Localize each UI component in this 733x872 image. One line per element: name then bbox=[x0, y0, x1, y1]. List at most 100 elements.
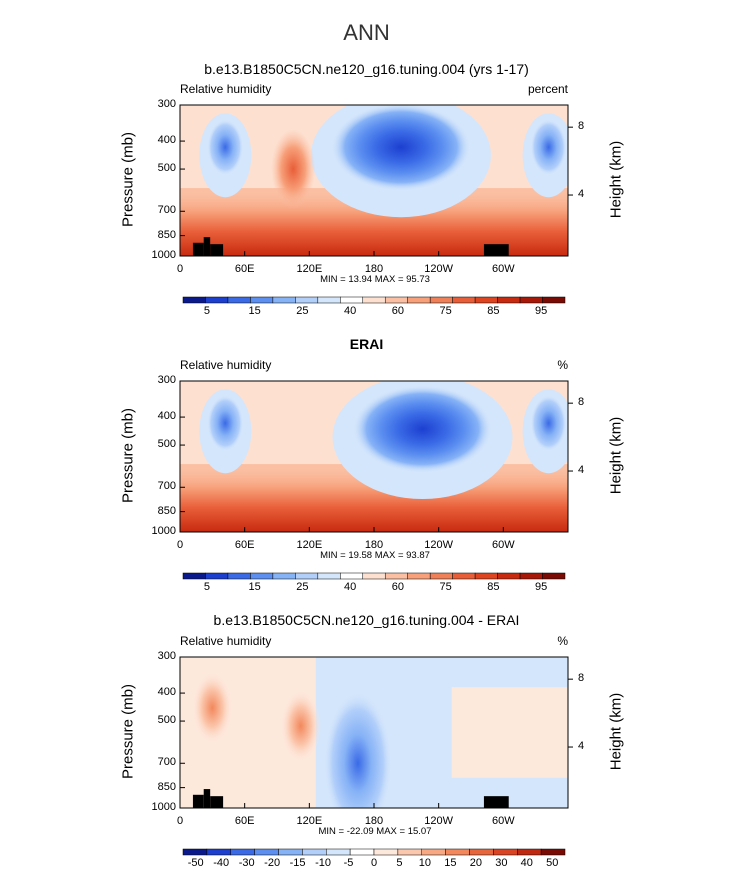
colorbar-swatch bbox=[540, 848, 566, 856]
colorbar-swatch bbox=[362, 572, 386, 580]
dry-subsidence-indian bbox=[207, 119, 244, 176]
y-tick-label: 500 bbox=[157, 162, 176, 175]
colorbar-swatch bbox=[205, 296, 229, 304]
y-axis-label: Pressure (mb) bbox=[119, 407, 137, 503]
colorbar-swatch bbox=[250, 296, 274, 304]
colorbar-tick-label: 15 bbox=[248, 581, 261, 593]
colorbar-swatch bbox=[206, 848, 231, 856]
y2-tick-label: 8 bbox=[578, 396, 585, 409]
topography-block bbox=[483, 244, 509, 256]
topography-block bbox=[210, 796, 224, 808]
colorbar-tick-label: -20 bbox=[264, 857, 281, 869]
colorbar-swatch bbox=[317, 296, 341, 304]
topography-block bbox=[483, 796, 509, 808]
panel-title: b.e13.B1850C5CN.ne120_g16.tuning.004 (yr… bbox=[204, 61, 529, 77]
dry-subsidence-indian bbox=[207, 395, 244, 452]
x-tick-label: 0 bbox=[176, 815, 184, 827]
colorbar-swatch bbox=[326, 848, 351, 856]
y-tick-label: 700 bbox=[157, 756, 176, 769]
min-max-label: MIN = 19.58 MAX = 93.87 bbox=[320, 550, 430, 561]
y-tick-label: 400 bbox=[157, 134, 176, 147]
colorbar-swatch bbox=[182, 296, 206, 304]
colorbar-tick-label: 60 bbox=[391, 581, 404, 593]
y-tick-label: 300 bbox=[157, 374, 176, 386]
colorbar-swatch bbox=[317, 572, 341, 580]
colorbar-swatch bbox=[230, 848, 255, 856]
x-tick-label: 60W bbox=[492, 815, 515, 827]
colorbar-tick-label: 0 bbox=[370, 857, 378, 869]
y-tick-label: 300 bbox=[157, 650, 176, 662]
colorbar-swatch bbox=[295, 572, 319, 580]
colorbar-swatch bbox=[429, 572, 453, 580]
colorbar-tick-label: 85 bbox=[487, 305, 500, 317]
field-name-label: Relative humidity bbox=[180, 634, 272, 648]
x-tick-label: 60W bbox=[492, 263, 515, 275]
x-tick-label: 180 bbox=[364, 539, 384, 551]
colorbar-tick-label: 50 bbox=[546, 857, 559, 869]
x-tick-label: 120W bbox=[424, 263, 454, 275]
colorbar-swatch bbox=[250, 572, 274, 580]
colorbar-tick-label: 20 bbox=[469, 857, 482, 869]
colorbar-tick-label: 25 bbox=[296, 581, 309, 593]
y-tick-label: 500 bbox=[157, 438, 176, 451]
y-tick-label: 500 bbox=[157, 714, 176, 727]
x-tick-label: 120E bbox=[296, 539, 323, 551]
units-label: % bbox=[557, 358, 568, 372]
colorbar-swatch bbox=[421, 848, 446, 856]
x-tick-label: 0 bbox=[176, 263, 184, 275]
y-tick-label: 400 bbox=[157, 410, 176, 423]
colorbar-swatch bbox=[469, 848, 494, 856]
colorbar-swatch bbox=[272, 572, 296, 580]
colorbar-swatch bbox=[474, 572, 498, 580]
y-tick-label: 850 bbox=[157, 504, 176, 517]
dry-subsidence-pacific bbox=[330, 105, 471, 192]
x-tick-label: 60W bbox=[492, 539, 515, 551]
x-tick-label: 0 bbox=[176, 539, 184, 551]
x-tick-label: 120W bbox=[424, 815, 454, 827]
colorbar-tick-label: 5 bbox=[203, 581, 210, 593]
y2-tick-label: 4 bbox=[578, 188, 585, 201]
colorbar-swatch bbox=[362, 296, 386, 304]
dry-subsidence-pacific bbox=[352, 385, 493, 474]
colorbar-swatch bbox=[542, 296, 566, 304]
colorbar-tick-label: 30 bbox=[495, 857, 508, 869]
y-tick-label: 1000 bbox=[151, 249, 176, 261]
units-label: percent bbox=[527, 82, 568, 96]
colorbar-swatch bbox=[407, 296, 431, 304]
x-tick-label: 60E bbox=[234, 263, 255, 275]
y-axis-label: Pressure (mb) bbox=[119, 683, 137, 779]
x-tick-label: 60E bbox=[234, 815, 255, 827]
page-title: ANN bbox=[343, 20, 390, 45]
colorbar-tick-label: 40 bbox=[344, 305, 357, 317]
y2-tick-label: 4 bbox=[578, 464, 585, 477]
y-tick-label: 400 bbox=[157, 686, 176, 699]
dry-subsidence-atlantic bbox=[530, 395, 567, 452]
colorbar-swatch bbox=[302, 848, 327, 856]
colorbar-swatch bbox=[349, 848, 375, 856]
y-tick-label: 300 bbox=[157, 98, 176, 110]
colorbar-tick-label: 25 bbox=[296, 305, 309, 317]
wet-bias-east bbox=[451, 687, 568, 778]
panel-title: b.e13.B1850C5CN.ne120_g16.tuning.004 - E… bbox=[213, 612, 520, 628]
colorbar-swatch bbox=[373, 848, 399, 856]
colorbar-tick-label: -10 bbox=[315, 857, 332, 869]
colorbar-swatch bbox=[384, 572, 408, 580]
colorbar-tick-label: -30 bbox=[238, 857, 255, 869]
colorbar-swatch bbox=[452, 572, 476, 580]
colorbar-swatch bbox=[272, 296, 296, 304]
colorbar-swatch bbox=[493, 848, 518, 856]
colorbar-swatch bbox=[445, 848, 470, 856]
dry-bias-pacific bbox=[323, 691, 392, 808]
colorbar-swatch bbox=[340, 572, 364, 580]
y2-axis-label: Height (km) bbox=[607, 140, 625, 218]
y-tick-label: 1000 bbox=[151, 525, 176, 537]
topography-block bbox=[203, 237, 211, 256]
colorbar-tick-label: 60 bbox=[391, 305, 404, 317]
colorbar-swatch bbox=[182, 572, 206, 580]
topography-block bbox=[192, 242, 204, 256]
topography-block bbox=[192, 794, 204, 808]
x-tick-label: 60E bbox=[234, 539, 255, 551]
colorbar-swatch bbox=[497, 296, 521, 304]
y-tick-label: 700 bbox=[157, 480, 176, 493]
